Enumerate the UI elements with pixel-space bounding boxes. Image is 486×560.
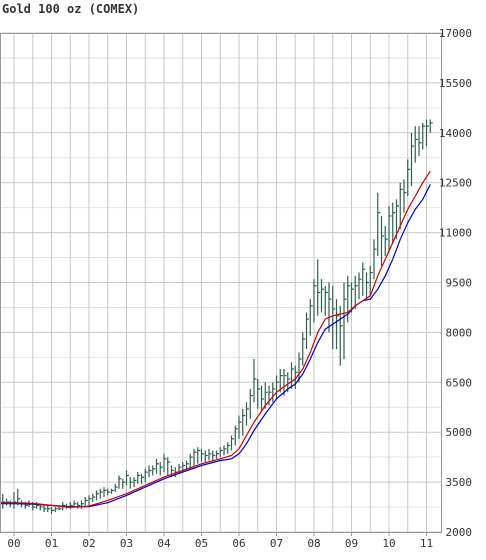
y-tick-label: 15500 (439, 77, 472, 90)
price-bars (0, 119, 433, 514)
y-tick-label: 8000 (446, 326, 473, 339)
x-tick-label: 02 (82, 537, 95, 550)
y-tick-label: 2000 (446, 526, 473, 539)
x-tick-label: 03 (120, 537, 133, 550)
fast-moving-average-line (0, 170, 431, 509)
y-tick-label: 14000 (439, 127, 472, 140)
x-tick-label: 09 (345, 537, 358, 550)
tick-labels: 2000 3500 5000 6500 8000 9500 11000 12500 14000 1… (7, 27, 472, 550)
y-tick-label: 11000 (439, 227, 472, 240)
x-tick-label: 10 (382, 537, 395, 550)
x-tick-label: 01 (45, 537, 58, 550)
moving-averages (0, 170, 431, 509)
x-tick-label: 05 (195, 537, 208, 550)
x-tick-label: 08 (307, 537, 320, 550)
x-tick-label: 00 (7, 537, 20, 550)
y-tick-label: 3500 (446, 476, 473, 489)
axes (0, 33, 442, 536)
y-tick-label: 17000 (439, 27, 472, 40)
x-tick-label: 06 (232, 537, 245, 550)
y-tick-label: 12500 (439, 177, 472, 190)
y-tick-label: 5000 (446, 426, 473, 439)
x-tick-label: 07 (270, 537, 283, 550)
x-tick-label: 11 (420, 537, 433, 550)
slow-moving-average-line (0, 184, 431, 508)
y-tick-label: 6500 (446, 376, 473, 389)
y-tick-label: 9500 (446, 277, 473, 290)
chart-title: Gold 100 oz (COMEX) (2, 2, 140, 16)
plot-frame (0, 33, 442, 533)
x-tick-label: 04 (157, 537, 171, 550)
